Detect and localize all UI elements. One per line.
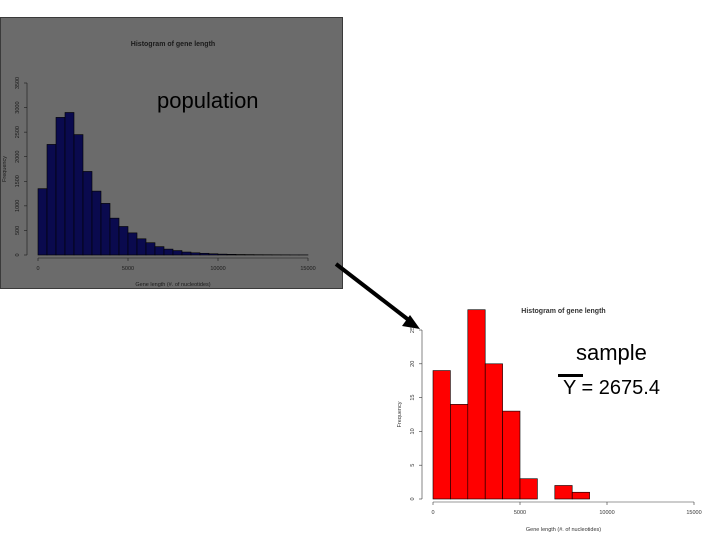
- y-tick-label: 1500: [15, 175, 21, 187]
- population-histogram-panel: Histogram of gene length 0 5000 10000 15000 0…: [0, 17, 343, 289]
- y-tick-label: 10: [410, 428, 416, 434]
- x-axis-label: Gene length (#. of nucleotides): [526, 527, 601, 533]
- histogram-bar: [519, 478, 538, 500]
- histogram-bar: [554, 485, 573, 500]
- histogram-bar: [432, 370, 451, 500]
- sample-label: sample: [576, 340, 647, 365]
- chart-title: Histogram of gene length: [521, 308, 605, 315]
- y-tick-label: 2000: [15, 151, 21, 163]
- x-axis-label: Gene length (#. of nucleotides): [135, 282, 210, 288]
- mean-overbar: [558, 374, 583, 377]
- y-tick-label: 0: [410, 497, 416, 500]
- y-tick-label: 5: [410, 464, 416, 467]
- histogram-bar: [450, 404, 469, 500]
- histogram-bar: [571, 491, 590, 500]
- population-label: population: [157, 88, 259, 113]
- y-tick-label: 3500: [15, 77, 21, 89]
- y-tick-label: 2500: [15, 126, 21, 138]
- y-axis-label: Frequency: [2, 156, 8, 182]
- population-histogram: Histogram of gene length 0 5000 10000 15000 0…: [2, 41, 316, 288]
- x-tick-label: 5000: [514, 510, 526, 516]
- arrow-shaft: [334, 262, 412, 323]
- y-tick-label: 20: [410, 361, 416, 367]
- sample-histogram: Histogram of gene length 0 5000 10000 15000 0…: [397, 308, 702, 533]
- x-tick-label: 10000: [210, 266, 225, 272]
- x-tick-label: 0: [36, 266, 39, 272]
- y-tick-label: 25: [410, 327, 416, 333]
- chart-title: Histogram of gene length: [131, 41, 215, 48]
- y-tick-label: 1000: [15, 200, 21, 212]
- y-tick-label: 15: [410, 395, 416, 401]
- x-tick-label: 15000: [300, 266, 315, 272]
- x-tick-label: 0: [431, 510, 434, 516]
- histogram-bar: [484, 363, 503, 500]
- y-tick-label: 3000: [15, 101, 21, 113]
- y-tick-label: 0: [15, 253, 21, 256]
- histogram-bar: [467, 309, 486, 500]
- sample-mean-label: Y = 2675.4: [563, 377, 660, 399]
- x-tick-label: 5000: [122, 266, 134, 272]
- histogram-bar: [502, 410, 521, 500]
- y-tick-label: 500: [15, 226, 21, 235]
- x-tick-label: 15000: [686, 510, 701, 516]
- y-axis-label: Frequency: [397, 401, 403, 427]
- x-tick-label: 10000: [599, 510, 614, 516]
- arrow-head-icon: [402, 315, 420, 329]
